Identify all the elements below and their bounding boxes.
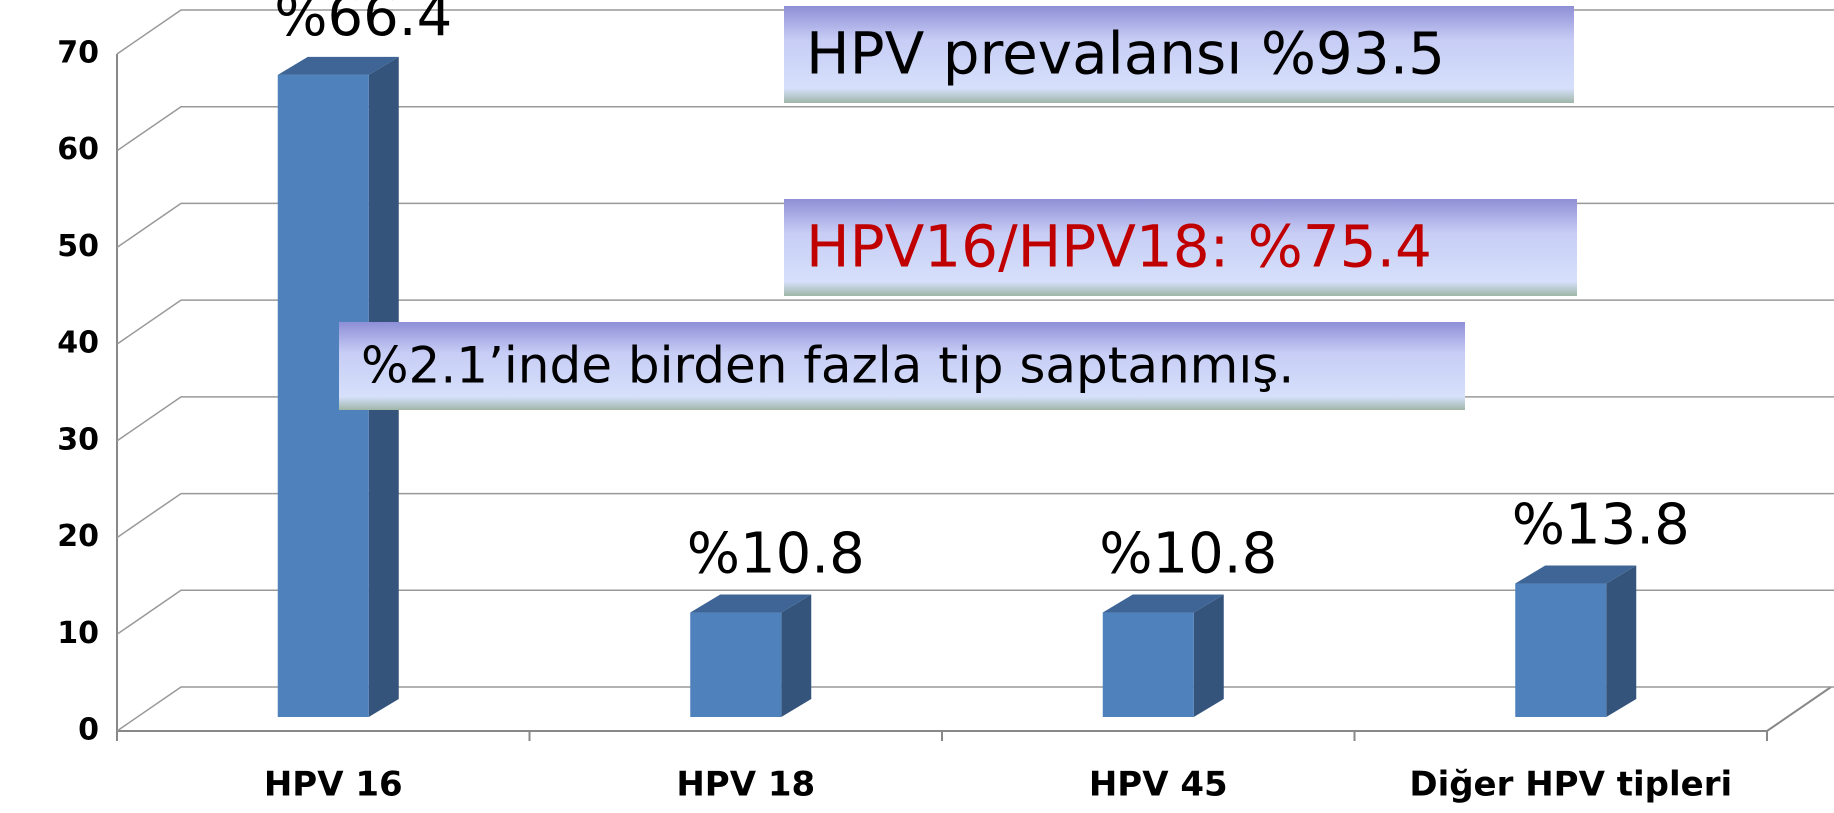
data-label: %10.8 xyxy=(687,522,865,587)
y-tick-label: 50 xyxy=(57,229,99,264)
data-label: %66.4 xyxy=(274,0,452,49)
grid-line xyxy=(116,686,1834,732)
y-tick-label: 10 xyxy=(57,616,99,651)
x-tick-label: HPV 18 xyxy=(676,765,815,805)
bar-top xyxy=(1515,565,1637,584)
bar xyxy=(690,612,782,717)
grid-line xyxy=(116,589,1834,635)
annotation-box xyxy=(339,322,1465,410)
grid-line xyxy=(116,299,1834,345)
annotation-box xyxy=(784,199,1577,296)
bar-side xyxy=(781,594,812,717)
bar-top xyxy=(277,56,399,75)
y-tick-label: 20 xyxy=(57,519,99,554)
bar-top xyxy=(690,594,812,613)
bar xyxy=(1515,583,1607,717)
data-label: %10.8 xyxy=(1099,522,1277,587)
x-tick-label: Diğer HPV tipleri xyxy=(1409,765,1732,805)
bar-side xyxy=(1193,594,1224,717)
y-tick-label: 0 xyxy=(78,713,99,748)
annotation-box xyxy=(784,6,1574,103)
y-tick-label: 60 xyxy=(57,132,99,167)
y-tick-label: 70 xyxy=(57,36,99,71)
bar-side xyxy=(1606,565,1637,717)
y-tick-label: 40 xyxy=(57,326,99,361)
annotation: %2.1’inde birden fazla tip saptanmış. xyxy=(361,337,1294,395)
bar xyxy=(1102,612,1194,717)
x-tick-label: HPV 16 xyxy=(264,765,403,805)
annotation: HPV prevalansı %93.5 xyxy=(806,20,1445,88)
y-tick-label: 30 xyxy=(57,422,99,457)
grid-line xyxy=(116,105,1834,152)
annotation: HPV16/HPV18: %75.4 xyxy=(806,213,1432,281)
grid-line xyxy=(116,492,1834,539)
data-label: %13.8 xyxy=(1512,493,1690,558)
bar-top xyxy=(1102,594,1224,613)
x-tick-label: HPV 45 xyxy=(1089,765,1228,805)
